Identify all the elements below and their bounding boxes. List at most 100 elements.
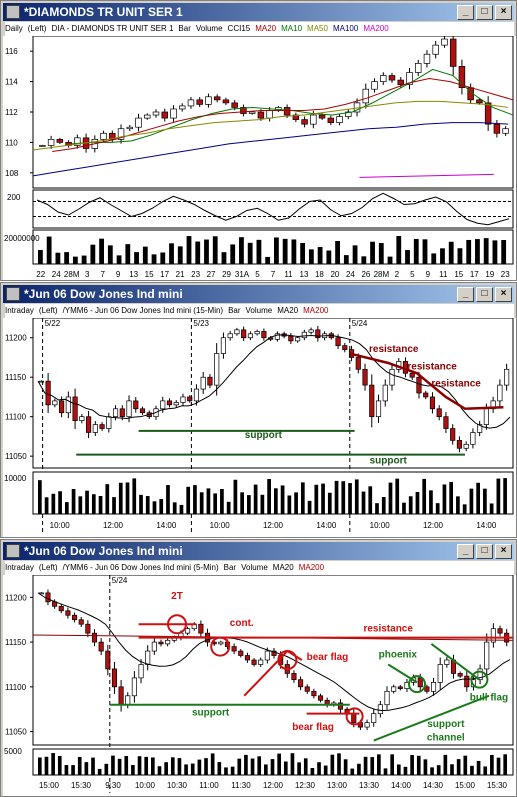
price-bar-body [161, 111, 168, 119]
maximize-button[interactable]: □ [476, 5, 493, 20]
minimize-button[interactable]: _ [457, 5, 474, 20]
volume-bar [390, 754, 394, 775]
volume-bar [483, 238, 489, 264]
volume-bar [352, 245, 358, 264]
volume-bar [440, 248, 445, 264]
volume-bar [297, 762, 301, 775]
volume-bar [337, 753, 341, 775]
legend-item: CCI15 [227, 24, 251, 33]
volume-bar [476, 760, 481, 775]
price-bar-body [416, 376, 422, 394]
bull-flag-line [430, 643, 480, 681]
close-button[interactable]: × [495, 5, 512, 20]
volume-bar [64, 502, 69, 514]
price-bar-body [231, 646, 237, 652]
volume-bar [377, 754, 381, 775]
price-bar-body [342, 345, 348, 350]
price-bar-body [119, 408, 125, 418]
legend-item: /YMM6 - Jun 06 Dow Jones Ind mini (15-Mi… [62, 306, 224, 315]
volume-bar [317, 762, 321, 775]
volume-bar [98, 496, 103, 514]
price-bar-body [158, 641, 164, 645]
price-bar-body [251, 659, 257, 665]
volume-bar [58, 491, 62, 514]
volume-bar [38, 249, 43, 264]
bear-flag-marker [277, 650, 298, 670]
window-titlebar[interactable]: *Jun 06 Dow Jones Ind mini _ □ × [3, 285, 514, 303]
volume-bar [267, 479, 271, 514]
volume-bar [237, 758, 242, 775]
price-bar-body [484, 102, 492, 125]
volume-bar [466, 239, 472, 264]
price-bar-body [218, 641, 224, 645]
volume-bar [449, 481, 454, 514]
price-bar-body [308, 329, 314, 333]
window-title: *Jun 06 Dow Jones Ind mini [24, 287, 183, 301]
volume-bar [496, 478, 501, 514]
volume-bar [221, 252, 227, 264]
x-tick-label: 9:30 [105, 781, 121, 790]
minimize-button[interactable]: _ [457, 287, 474, 302]
volume-bar [300, 482, 305, 514]
volume-bar [291, 239, 297, 264]
price-bar-body [375, 400, 382, 418]
price-bar-body [493, 123, 501, 134]
minimize-button[interactable]: _ [457, 544, 474, 559]
window-titlebar[interactable]: *Jun 06 Dow Jones Ind mini _ □ × [3, 542, 514, 560]
price-bar-body [227, 333, 233, 339]
x-tick-label: 14:00 [391, 781, 412, 790]
price-bar-body [409, 372, 415, 378]
price-bar-body [444, 659, 450, 665]
x-tick-label: 15 [145, 270, 154, 279]
volume-bar [139, 494, 143, 514]
price-bar-body [497, 384, 503, 402]
x-tick-label: 21 [176, 270, 185, 279]
volume-bar [368, 486, 373, 514]
15min-chart-plot[interactable]: 11050 11100 11150 11200 5/22 5/23 5/24 support s… [3, 318, 516, 537]
volume-bar [64, 252, 70, 264]
legend-item: MA20 [255, 24, 277, 33]
volume-bar [357, 763, 361, 775]
close-button[interactable]: × [495, 544, 512, 559]
volume-bar [217, 762, 222, 775]
volume-bar [247, 242, 253, 264]
price-bar-body [441, 38, 448, 46]
x-tick-label: 15 [454, 270, 463, 279]
5min-chart-plot[interactable]: 11050 11100 11150 11200 5/24 2T cont. resistanc… [3, 575, 516, 796]
maximize-button[interactable]: □ [476, 544, 493, 559]
legend-item: MA20 [277, 306, 299, 315]
maximize-button[interactable]: □ [476, 287, 493, 302]
x-tick-label: 14:00 [156, 521, 177, 530]
volume-bar [250, 758, 255, 775]
close-button[interactable]: × [495, 287, 512, 302]
volume-bar [476, 482, 480, 514]
price-bar-body [437, 664, 443, 683]
volume-bar [134, 252, 139, 264]
x-tick-label: 10:00 [370, 521, 391, 530]
x-tick-label: 7 [100, 270, 105, 279]
price-bar-body [200, 376, 206, 390]
volume-bar [435, 503, 440, 514]
volume-bar [443, 754, 448, 775]
legend-item: MA200 [363, 24, 389, 33]
price-bar-body [205, 96, 212, 105]
x-tick-label: 13:30 [359, 781, 380, 790]
x-tick-label: 12:00 [263, 521, 284, 530]
volume-bar [142, 246, 148, 264]
volume-bar [77, 756, 82, 775]
price-bar-body [301, 331, 307, 339]
price-bar-body [193, 388, 200, 402]
price-bar-body [92, 424, 98, 433]
volume-bar [290, 753, 295, 775]
x-tick-label: 10:00 [135, 781, 156, 790]
window-titlebar[interactable]: *DIAMONDS TR UNIT SER 1 _ □ × [3, 3, 514, 21]
volume-bar [230, 244, 236, 264]
volume-bar [503, 754, 508, 775]
price-bar-body [185, 628, 191, 634]
price-bar-body [337, 702, 344, 710]
price-bar-body [117, 128, 125, 140]
volume-bar [327, 492, 332, 514]
volume-bar [151, 254, 157, 264]
price-bar-body [483, 408, 489, 425]
